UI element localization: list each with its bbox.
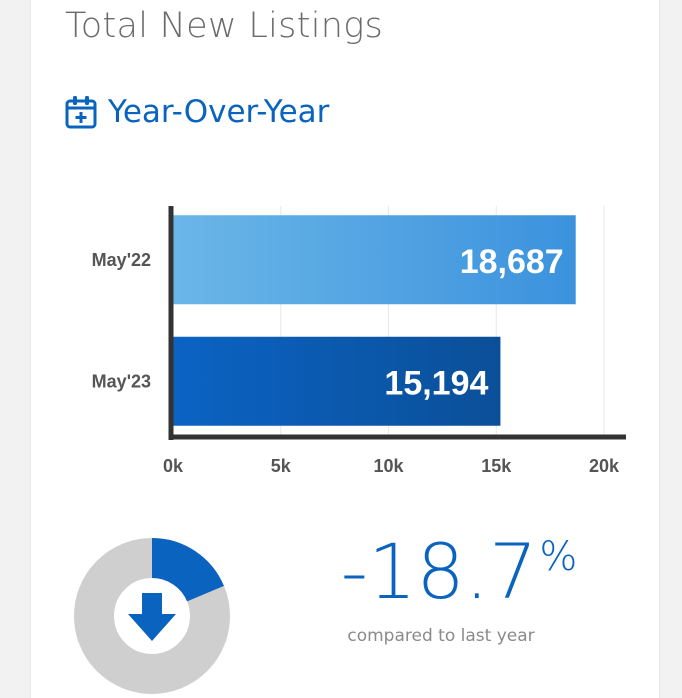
change-percent: -18.7% [339,534,579,610]
bar [173,336,501,426]
x-tick-label: 20k [589,456,620,476]
arrow-down-icon [128,593,176,641]
data-label: 18,687 [460,243,564,281]
card-title: Total New Listings [65,6,384,46]
yoy-heading: Year-Over-Year [65,92,329,132]
change-unit: % [539,534,578,580]
change-caption: compared to last year [347,626,535,646]
bar [173,215,576,305]
category-label: May'22 [92,250,151,270]
x-tick-label: 15k [481,456,512,476]
category-label: May'23 [92,371,151,391]
change-donut [74,538,230,698]
x-tick-label: 5k [271,456,292,476]
donut-change-arc [150,538,224,603]
x-tick-label: 0k [163,456,184,476]
yoy-label: Year-Over-Year [108,94,330,130]
data-label: 15,194 [384,364,488,402]
change-value: -18.7 [340,527,538,616]
listings-card: Total New Listings Year-Over-Year 0k 5k 10… [30,0,660,698]
x-tick-label: 10k [373,456,404,476]
bar-chart: 0k 5k 10k 15k 20k May'22 18,687 May'23 15,194 [92,206,626,476]
calendar-plus-icon [65,95,97,129]
